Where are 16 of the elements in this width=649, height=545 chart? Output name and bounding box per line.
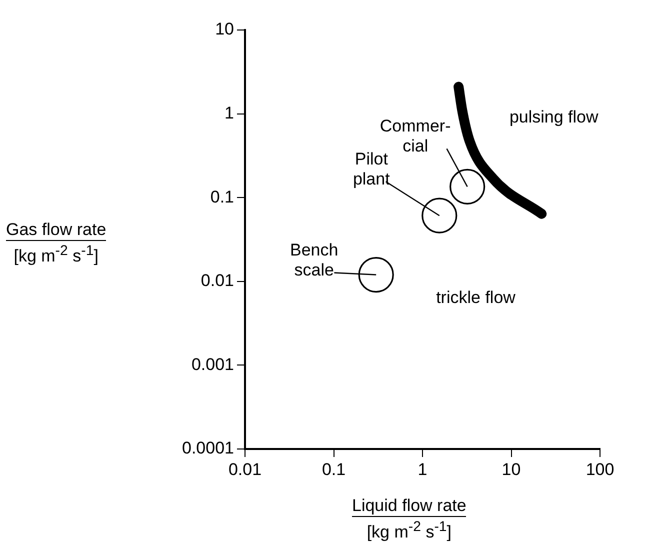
y-axis-title: Gas flow rate [kg m$^{-2}$ s$^{-1}$] xyxy=(6,220,106,267)
y-tick-label: 1 xyxy=(224,103,234,122)
y-tick-label: 0.1 xyxy=(210,187,234,206)
annotation: trickle flow xyxy=(436,288,516,307)
y-tick-label: 0.01 xyxy=(200,271,234,290)
annotation: Bench scale xyxy=(290,240,338,280)
x-tick-label: 0.01 xyxy=(228,460,262,479)
y-tick-label: 10 xyxy=(215,20,234,39)
y-tick-label: 0.0001 xyxy=(182,438,234,458)
y-tick-label: 0.001 xyxy=(191,354,234,374)
x-tick-label: 10 xyxy=(502,460,521,479)
x-axis-title: Liquid flow rate [kg m$^{-2}$ s$^{-1}$] xyxy=(352,496,466,543)
x-tick-label: 100 xyxy=(586,460,614,479)
annotation: pulsing flow xyxy=(509,108,599,127)
x-tick-label: 1 xyxy=(418,460,428,479)
x-tick-label: 0.1 xyxy=(322,460,346,479)
